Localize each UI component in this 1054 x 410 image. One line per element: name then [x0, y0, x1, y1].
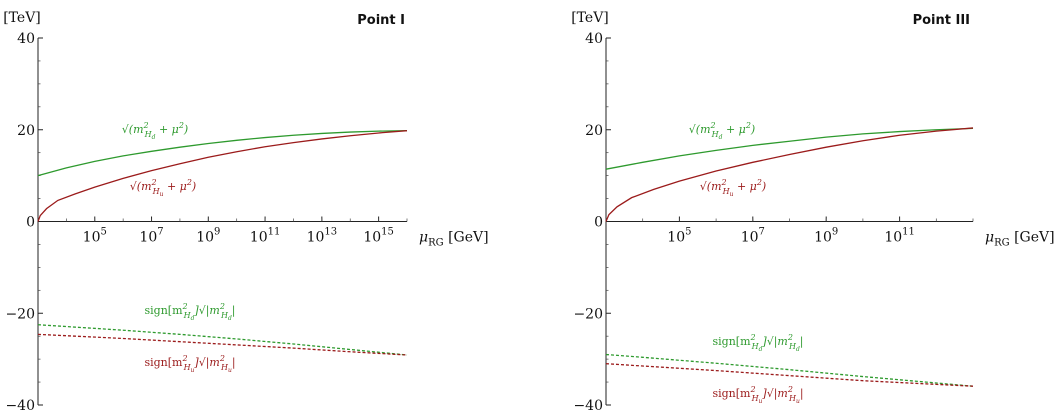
x-tick-label: 107: [741, 227, 765, 246]
y-tick-label: 20: [17, 123, 35, 139]
y-tick-label: 0: [26, 215, 35, 231]
y-axis-label: [TeV]: [3, 10, 41, 26]
series-line-sqrt-Hd: [37, 130, 408, 177]
series-line-sqrt-Hu: [605, 127, 974, 222]
x-tick-label: 105: [667, 227, 691, 246]
x-tick-label: 1011: [250, 227, 281, 246]
y-tick-label: 20: [585, 123, 603, 139]
x-tick-label: 105: [83, 227, 107, 246]
y-tick-label: −40: [5, 398, 35, 410]
x-axis-label: μRG [GeV]: [419, 230, 489, 249]
panel-title: Point III: [913, 13, 970, 28]
x-axis-label: μRG [GeV]: [985, 230, 1054, 249]
x-tick-label: 109: [196, 227, 220, 246]
panel-title: Point I: [357, 13, 405, 28]
series-line-sign-Hu: [605, 363, 974, 387]
x-tick-label: 1015: [363, 227, 394, 246]
series-label-sign-Hu: sign[m2 Hu]√|m2 Hu|: [712, 385, 803, 405]
series-label-sign-Hu: sign[m2 Hu]√|m2 Hu|: [144, 354, 235, 374]
series-label-sqrt-Hd: √(m2 Hd + μ2): [122, 121, 188, 141]
y-tick-label: −20: [5, 306, 35, 322]
y-tick-label: −20: [573, 306, 603, 322]
series-line-sqrt-Hd: [605, 127, 974, 170]
y-tick-label: −40: [573, 398, 603, 410]
y-tick-label: 40: [585, 31, 603, 47]
chart-panel-2: 40 20 0 −20 −40 105 107 109 1011 [TeV] μRG [GeV] Po…: [571, 10, 1054, 410]
x-tick-label: 1013: [307, 227, 338, 246]
x-tick-label: 107: [139, 227, 163, 246]
series-line-sqrt-Hu: [37, 130, 408, 222]
y-axis-label: [TeV]: [571, 10, 609, 26]
x-tick-label: 1011: [884, 227, 915, 246]
series-label-sqrt-Hd: √(m2 Hd + μ2): [689, 121, 755, 141]
y-tick-label: 40: [17, 31, 35, 47]
series-label-sign-Hd: sign[m2 Hd]√|m2 Hd|: [712, 333, 803, 353]
series-label-sqrt-Hu: √(m2 Hu + μ2): [700, 178, 766, 198]
chart-panel-1: 40 20 0 −20 −40 105 107 109 1011 1013 1015 [TeV] μRG…: [3, 10, 488, 410]
series-label-sqrt-Hu: √(m2 Hu + μ2): [130, 178, 196, 198]
series-line-sign-Hu: [37, 333, 408, 356]
series-line-sign-Hd: [605, 353, 974, 387]
y-tick-label: 0: [594, 215, 603, 231]
x-tick-label: 109: [814, 227, 838, 246]
series-label-sign-Hd: sign[m2 Hd]√|m2 Hd|: [144, 302, 235, 322]
series-line-sign-Hd: [37, 324, 408, 356]
